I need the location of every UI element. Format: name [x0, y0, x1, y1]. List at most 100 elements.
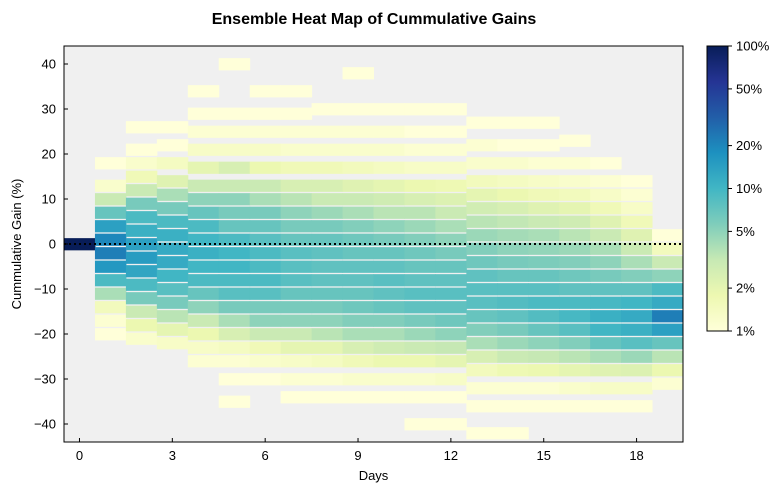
heatmap-cell [528, 269, 560, 282]
heatmap-cell [559, 310, 591, 323]
heatmap-cell [373, 233, 405, 246]
heatmap-cell [559, 188, 591, 201]
heatmap-cell [590, 202, 622, 215]
y-tick-label: 20 [42, 147, 56, 162]
heatmap-cell [559, 382, 591, 395]
heatmap-cell [187, 247, 220, 260]
heatmap-cell [187, 233, 220, 246]
chart-title: Ensemble Heat Map of Cummulative Gains [212, 11, 537, 28]
heatmap-cell [342, 287, 374, 300]
heatmap-cell [218, 247, 251, 260]
heatmap-cell [528, 337, 560, 350]
heatmap-cell [156, 310, 189, 323]
y-tick-label: 40 [42, 57, 56, 72]
heatmap-cell [528, 157, 560, 170]
heatmap-cell [466, 296, 498, 309]
heatmap-cell [590, 310, 622, 323]
heatmap-cell [342, 355, 374, 368]
colorbar-tick-label: 5% [736, 224, 755, 239]
y-axis-label: Cummulative Gain (%) [9, 179, 24, 310]
heatmap-cell [435, 143, 467, 156]
heatmap-cell [528, 215, 560, 228]
heatmap-cell [125, 157, 158, 170]
heatmap-cell [559, 337, 591, 350]
heatmap-cell [404, 355, 436, 368]
heatmap-cell [342, 193, 374, 206]
heatmap-cell [311, 233, 344, 246]
heatmap-cell [435, 161, 467, 174]
x-tick-label: 3 [169, 448, 176, 463]
heatmap-cell [249, 314, 282, 327]
heatmap-cell [187, 193, 220, 206]
heatmap-cell [280, 391, 313, 404]
heatmap-cell [311, 314, 344, 327]
heatmap-cell [280, 233, 313, 246]
heatmap-cell [528, 296, 560, 309]
heatmap-cell [94, 274, 127, 287]
heatmap-cell [621, 175, 653, 188]
x-axis-ticks: 0 3 6 9 12 15 18 [76, 438, 644, 463]
heatmap-cell [311, 301, 344, 314]
heatmap-cell [249, 274, 282, 287]
heatmap-cell [280, 220, 313, 233]
heatmap-cell [435, 179, 467, 192]
x-tick-label: 9 [354, 448, 361, 463]
heatmap-cell [621, 323, 653, 336]
x-tick-label: 6 [262, 448, 269, 463]
heatmap-cell [404, 193, 436, 206]
heatmap-cell [280, 206, 313, 219]
heatmap-cell [528, 323, 560, 336]
heatmap-cell [218, 314, 251, 327]
heatmap-cell [621, 269, 653, 282]
heatmap-cell [435, 220, 467, 233]
heatmap-cell [435, 287, 467, 300]
heatmap-cell [559, 242, 591, 255]
heatmap-cell [280, 107, 313, 120]
heatmap-cell [559, 350, 591, 363]
heatmap-cell [497, 350, 529, 363]
heatmap-cell [404, 103, 436, 116]
heatmap-cell [466, 337, 498, 350]
heatmap-cell [621, 350, 653, 363]
heatmap-cell [497, 283, 529, 296]
heatmap-cell [404, 260, 436, 273]
x-tick-label: 12 [444, 448, 458, 463]
heatmap-cell [94, 301, 127, 314]
heatmap-cell [249, 355, 282, 368]
heatmap-cell [466, 269, 498, 282]
heatmap-cell [156, 175, 189, 188]
heatmap-cell [652, 283, 684, 296]
heatmap-cell [435, 314, 467, 327]
heatmap-cell [187, 260, 220, 273]
heatmap-cell [559, 157, 591, 170]
heatmap-cell [373, 355, 405, 368]
heatmap-cell [280, 143, 313, 156]
heatmap-cell [652, 337, 684, 350]
heatmap-cell [528, 382, 560, 395]
heatmap-cell [590, 229, 622, 242]
heatmap-cell [249, 233, 282, 246]
heatmap-cell [218, 143, 251, 156]
heatmap-cell [156, 242, 189, 255]
heatmap-cell [187, 314, 220, 327]
heatmap-cell [466, 175, 498, 188]
heatmap-cell [249, 301, 282, 314]
heatmap-cell [559, 134, 591, 147]
heatmap-cell [280, 314, 313, 327]
heatmap-cell [311, 161, 344, 174]
heatmap-cell [466, 256, 498, 269]
heatmap-cell [125, 143, 158, 156]
heatmap-cell [621, 202, 653, 215]
heatmap-cell [125, 305, 158, 318]
heatmap-cell [497, 382, 529, 395]
colorbar-tick-label: 2% [736, 281, 755, 296]
heatmap-cell [187, 328, 220, 341]
heatmap-cell [373, 391, 405, 404]
heatmap-cell [621, 242, 653, 255]
colorbar-tick-label: 20% [736, 138, 762, 153]
heatmap-cell [590, 350, 622, 363]
x-tick-label: 0 [76, 448, 83, 463]
heatmap-cell [249, 373, 282, 386]
heatmap-cell [125, 332, 158, 345]
heatmap-cell [373, 125, 405, 138]
